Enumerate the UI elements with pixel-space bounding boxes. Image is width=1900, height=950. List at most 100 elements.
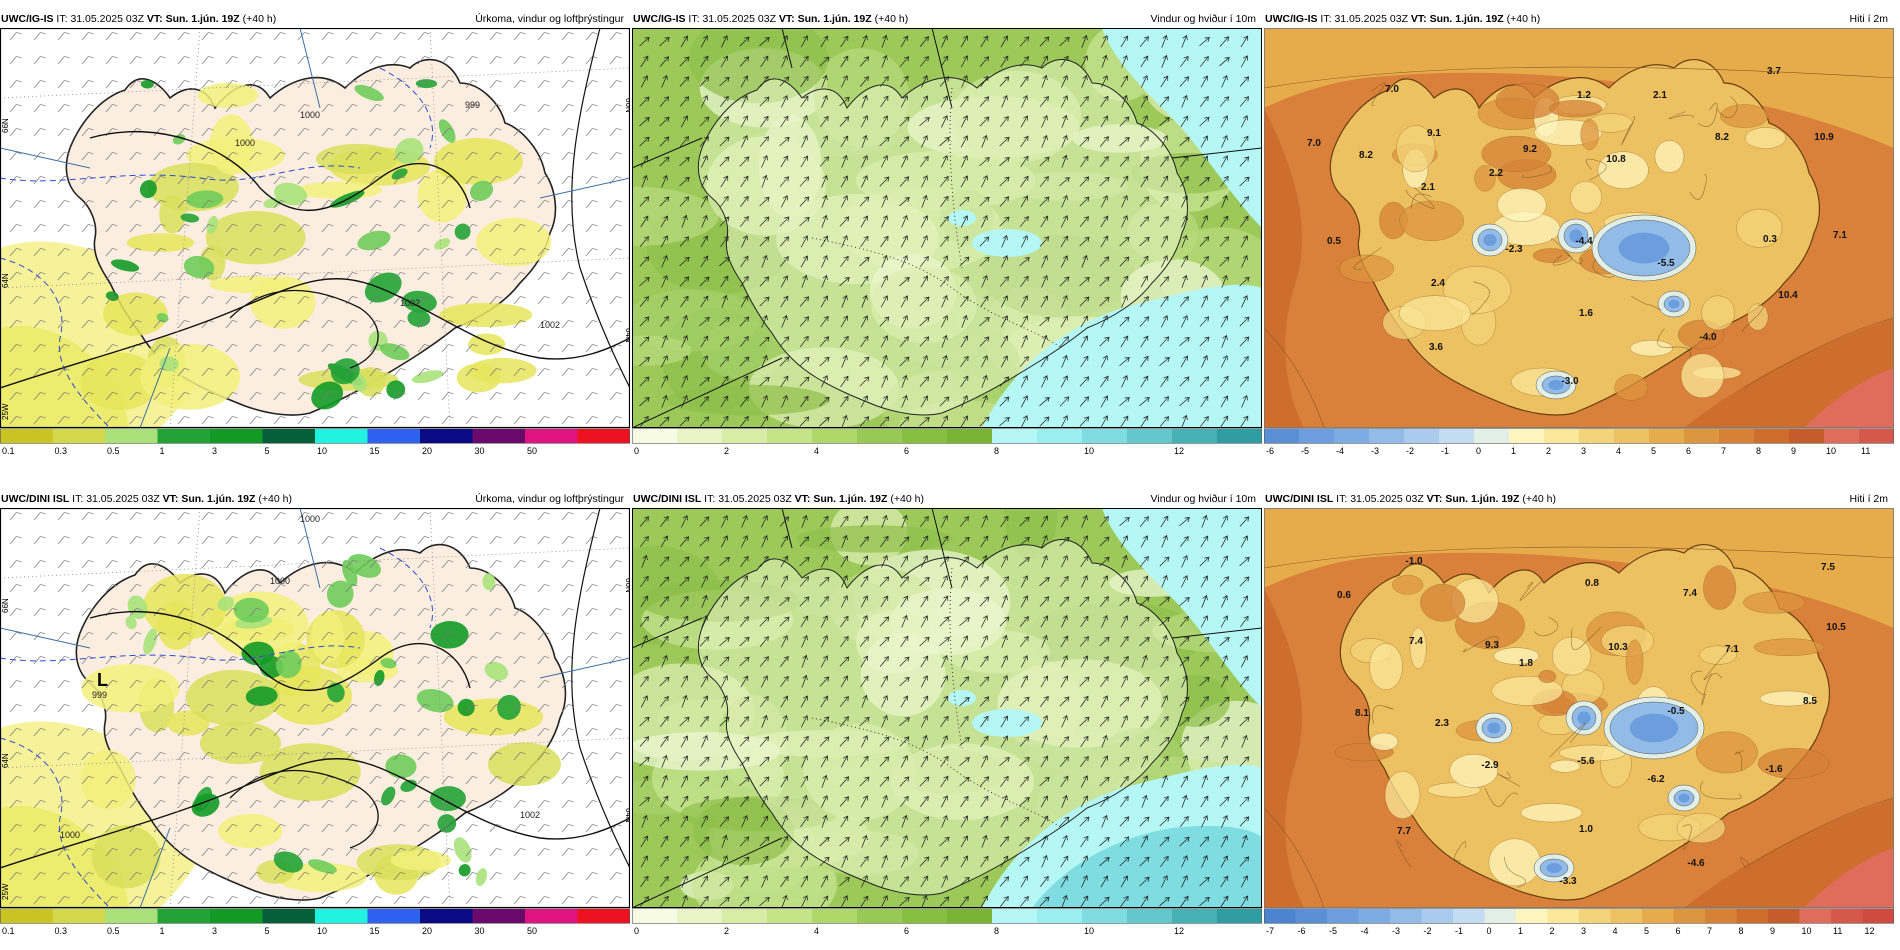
product-title: Úrkoma, vindur og loftþrýstingur xyxy=(475,493,624,505)
colorbar-label: 10 xyxy=(1826,446,1836,456)
temperature-label: 0.3 xyxy=(1763,234,1777,245)
colorbar-swatch xyxy=(315,429,368,443)
colorbar-swatch xyxy=(1264,429,1300,443)
lead-time: (+40 h) xyxy=(242,13,277,25)
temperature-label: 7.4 xyxy=(1409,636,1423,647)
lead-time: (+40 h) xyxy=(1506,13,1541,25)
pressure-label: 999 xyxy=(465,100,480,110)
colorbar-label: -5 xyxy=(1301,446,1309,456)
colorbar-label: 4 xyxy=(1616,446,1621,456)
colorbar-swatch xyxy=(1684,429,1720,443)
colorbar-swatch xyxy=(1673,909,1706,923)
colorbar-swatch xyxy=(1768,909,1800,923)
colorbar-label: 2 xyxy=(1546,446,1551,456)
colorbar-swatch xyxy=(1453,909,1485,923)
colorbar-label: 2 xyxy=(724,446,729,456)
init-time-label: IT: xyxy=(72,493,84,505)
pressure-label: 1002 xyxy=(400,298,420,308)
colorbar-swatch xyxy=(577,909,630,923)
temperature-label: 8.1 xyxy=(1355,708,1369,719)
colorbar-swatch xyxy=(1859,429,1894,443)
colorbar-swatch xyxy=(1390,909,1422,923)
model-name: UWC/IG-IS xyxy=(633,13,686,25)
valid-time-label: VT: xyxy=(146,13,163,25)
map-precip[interactable]: 999 1000 1000 1000 1002 L 66N 64N 25W 66N 64N xyxy=(0,508,630,908)
init-time-label: IT: xyxy=(56,13,68,25)
colorbar-label: 10 xyxy=(1802,926,1812,936)
init-time-label: IT: xyxy=(1336,493,1348,505)
colorbar-swatch xyxy=(1082,909,1128,923)
latitude-label: 64N xyxy=(1,753,10,768)
colorbar-label: 0.3 xyxy=(55,446,68,456)
product-title: Hiti í 2m xyxy=(1849,13,1888,25)
temperature-label: 9.3 xyxy=(1485,640,1499,651)
colorbar-label: 9 xyxy=(1791,446,1796,456)
colorbar-label: 3 xyxy=(1581,446,1586,456)
colorbar-label: 10 xyxy=(1084,926,1094,936)
colorbar-label: 1 xyxy=(1518,926,1523,936)
colorbar-swatch xyxy=(472,909,526,923)
panel-run-info: UWC/IG-IS IT: 31.05.2025 03Z VT: Sun. 1.… xyxy=(633,10,908,28)
colorbar-label: 50 xyxy=(527,926,537,936)
lead-time: (+40 h) xyxy=(890,493,924,505)
colorbar-label: 4 xyxy=(814,926,819,936)
temperature-label: 9.2 xyxy=(1523,144,1537,155)
colorbar-label: 3 xyxy=(212,926,217,936)
temperature-label: 7.1 xyxy=(1833,230,1847,241)
colorbar-swatch xyxy=(1037,909,1083,923)
temperature-label: 7.0 xyxy=(1307,138,1321,149)
latitude-label: 66N xyxy=(1,598,10,613)
colorbar-label: -2 xyxy=(1424,926,1432,936)
colorbar-label: 2 xyxy=(724,926,729,936)
temperature-label: -1.0 xyxy=(1405,556,1423,567)
colorbar-swatch xyxy=(1642,909,1674,923)
colorbar-label: 9 xyxy=(1770,926,1775,936)
forecast-panel-precip: UWC/DINI ISL IT: 31.05.2025 03Z VT: Sun.… xyxy=(0,490,630,938)
temperature-label: 10.4 xyxy=(1778,290,1798,301)
colorbar-label: 12 xyxy=(1174,446,1184,456)
pressure-label: 1000 xyxy=(60,830,80,840)
init-time-value: 31.05.2025 03Z xyxy=(718,493,792,505)
colorbar-swatch xyxy=(1217,909,1262,923)
temperature-label: 3.7 xyxy=(1767,66,1781,77)
colorbar-label: 6 xyxy=(1676,926,1681,936)
temperature-label: -1.6 xyxy=(1765,764,1783,775)
colorbar-label: 6 xyxy=(1686,446,1691,456)
forecast-panel-precip: UWC/IG-IS IT: 31.05.2025 03Z VT: Sun. 1.… xyxy=(0,10,630,458)
colorbar-swatch xyxy=(1037,429,1083,443)
panel-run-info: UWC/DINI ISL IT: 31.05.2025 03Z VT: Sun.… xyxy=(633,490,924,508)
panel-header: UWC/DINI ISL IT: 31.05.2025 03Z VT: Sun.… xyxy=(0,490,630,508)
latitude-label: 66N xyxy=(1,118,10,133)
colorbar-swatch xyxy=(1754,429,1790,443)
latitude-label-right: 64N xyxy=(624,808,630,823)
init-time-value: 31.05.2025 03Z xyxy=(702,13,776,25)
colorbar-swatch xyxy=(677,429,723,443)
colorbar-swatch xyxy=(1705,909,1737,923)
init-time-label: IT: xyxy=(704,493,716,505)
product-title: Vindur og hviður í 10m xyxy=(1150,13,1256,25)
map-temp[interactable]: -1.0 0.6 7.5 0.8 7.4 10.5 7.4 9.3 10.3 1.8 7.1 8.1 2… xyxy=(1264,508,1894,908)
colorbar-label: 8 xyxy=(1739,926,1744,936)
model-name: UWC/DINI ISL xyxy=(1265,493,1334,505)
colorbar-label: 0 xyxy=(634,926,639,936)
colorbar-swatch xyxy=(902,909,948,923)
panel-header: UWC/IG-IS IT: 31.05.2025 03Z VT: Sun. 1.… xyxy=(632,10,1262,28)
temperature-label: 2.1 xyxy=(1421,182,1435,193)
colorbar-label: 7 xyxy=(1707,926,1712,936)
forecast-panel-wind: UWC/IG-IS IT: 31.05.2025 03Z VT: Sun. 1.… xyxy=(632,10,1262,458)
map-wind[interactable] xyxy=(632,28,1262,428)
model-name: UWC/DINI ISL xyxy=(633,493,702,505)
colorbar-label: 0.3 xyxy=(55,926,68,936)
valid-time-value: Sun. 1.jún. 19Z xyxy=(1445,493,1520,505)
latitude-label: 64N xyxy=(1,273,10,288)
colorbar-label: -4 xyxy=(1336,446,1344,456)
colorbar-swatch xyxy=(577,429,630,443)
map-precip[interactable]: 999 1000 1002 1002 1000 66N 64N 25W 66N 64N xyxy=(0,28,630,428)
valid-time-value: Sun. 1.jún. 19Z xyxy=(1429,13,1504,25)
temperature-label: 7.7 xyxy=(1397,826,1411,837)
map-temp[interactable]: 7.0 7.0 8.2 9.1 1.2 2.1 3.7 9.2 10.8 8.2 10.9 2.2 2.… xyxy=(1264,28,1894,428)
map-canvas xyxy=(632,508,1262,908)
map-wind[interactable] xyxy=(632,508,1262,908)
product-title: Vindur og hviður í 10m xyxy=(1150,493,1256,505)
valid-time-value: Sun. 1.jún. 19Z xyxy=(813,493,888,505)
